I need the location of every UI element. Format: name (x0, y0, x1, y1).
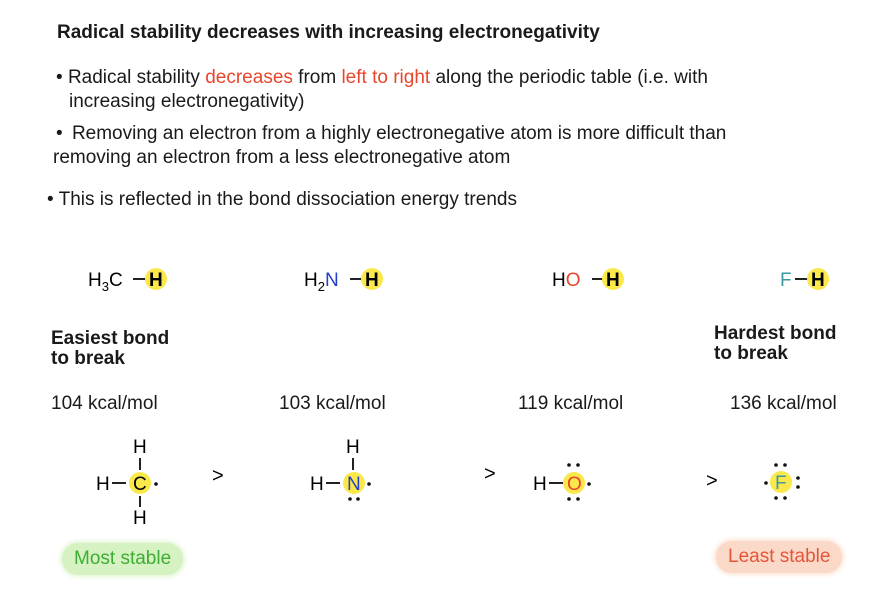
svg-text:H: H (310, 474, 324, 495)
least-stable-badge: Least stable (716, 541, 843, 573)
amino-radical: H H N (310, 437, 371, 501)
svg-text:H: H (133, 508, 147, 529)
bullet-1-line-2: increasing electronegativity) (69, 91, 305, 112)
easiest-bond-label: Easiest bond to break (51, 328, 170, 369)
svg-text:H: H (346, 437, 360, 458)
page-title: Radical stability decreases with increas… (57, 22, 600, 43)
molecule-h2n-h: H2N H (304, 268, 383, 294)
svg-text:H: H (533, 474, 547, 495)
svg-text:H: H (149, 270, 163, 291)
energy-fh: 136 kcal/mol (730, 393, 837, 414)
svg-text:H: H (365, 270, 379, 291)
bullet-2-line-2: removing an electron from a less electro… (53, 147, 511, 168)
svg-text:O: O (567, 474, 582, 495)
bullet-symbol: • (47, 189, 54, 210)
greater-than: > (706, 470, 718, 492)
bullet-1: • Radical stability decreases from left … (56, 67, 708, 88)
svg-text:HO: HO (552, 270, 581, 291)
nitrogen-highlight (343, 472, 365, 494)
hydrogen-highlight (361, 268, 383, 290)
svg-text:N: N (347, 474, 361, 495)
fluorine-radical: F (764, 463, 800, 500)
svg-text:H: H (133, 437, 147, 458)
hydroxyl-radical: H O (533, 463, 591, 501)
svg-text:H: H (606, 270, 620, 291)
bullet-symbol: • (56, 67, 63, 88)
greater-than: > (212, 465, 224, 487)
svg-text:H: H (96, 474, 110, 495)
hydrogen-highlight (145, 268, 167, 290)
svg-text:H3C: H3C (88, 270, 123, 294)
fluorine-highlight (770, 471, 792, 493)
svg-text:H2N: H2N (304, 270, 339, 294)
most-stable-badge: Most stable (62, 543, 184, 575)
bullet-symbol: • (56, 123, 63, 144)
bullet-2: • Removing an electron from a highly ele… (56, 123, 727, 144)
decreases-highlight: decreases (205, 67, 293, 88)
molecule-f-h: F H (780, 268, 829, 291)
svg-text:C: C (133, 474, 147, 495)
hydrogen-highlight (807, 268, 829, 290)
svg-text:F: F (775, 473, 787, 494)
methyl-radical: H H C H (96, 437, 158, 529)
carbon-highlight (129, 472, 151, 494)
svg-text:H: H (811, 270, 825, 291)
energy-ch: 104 kcal/mol (51, 393, 158, 414)
energy-oh: 119 kcal/mol (518, 393, 624, 414)
molecule-h3c-h: H3C H (88, 268, 167, 294)
hardest-bond-label: Hardest bond to break (714, 323, 837, 364)
left-to-right-highlight: left to right (341, 67, 431, 88)
oxygen-highlight (563, 472, 585, 494)
hydrogen-highlight (602, 268, 624, 290)
energy-nh: 103 kcal/mol (279, 393, 386, 414)
svg-text:F: F (780, 270, 792, 291)
molecule-ho-h: HO H (552, 268, 624, 291)
greater-than: > (484, 463, 496, 485)
bullet-3: • This is reflected in the bond dissocia… (47, 189, 517, 210)
